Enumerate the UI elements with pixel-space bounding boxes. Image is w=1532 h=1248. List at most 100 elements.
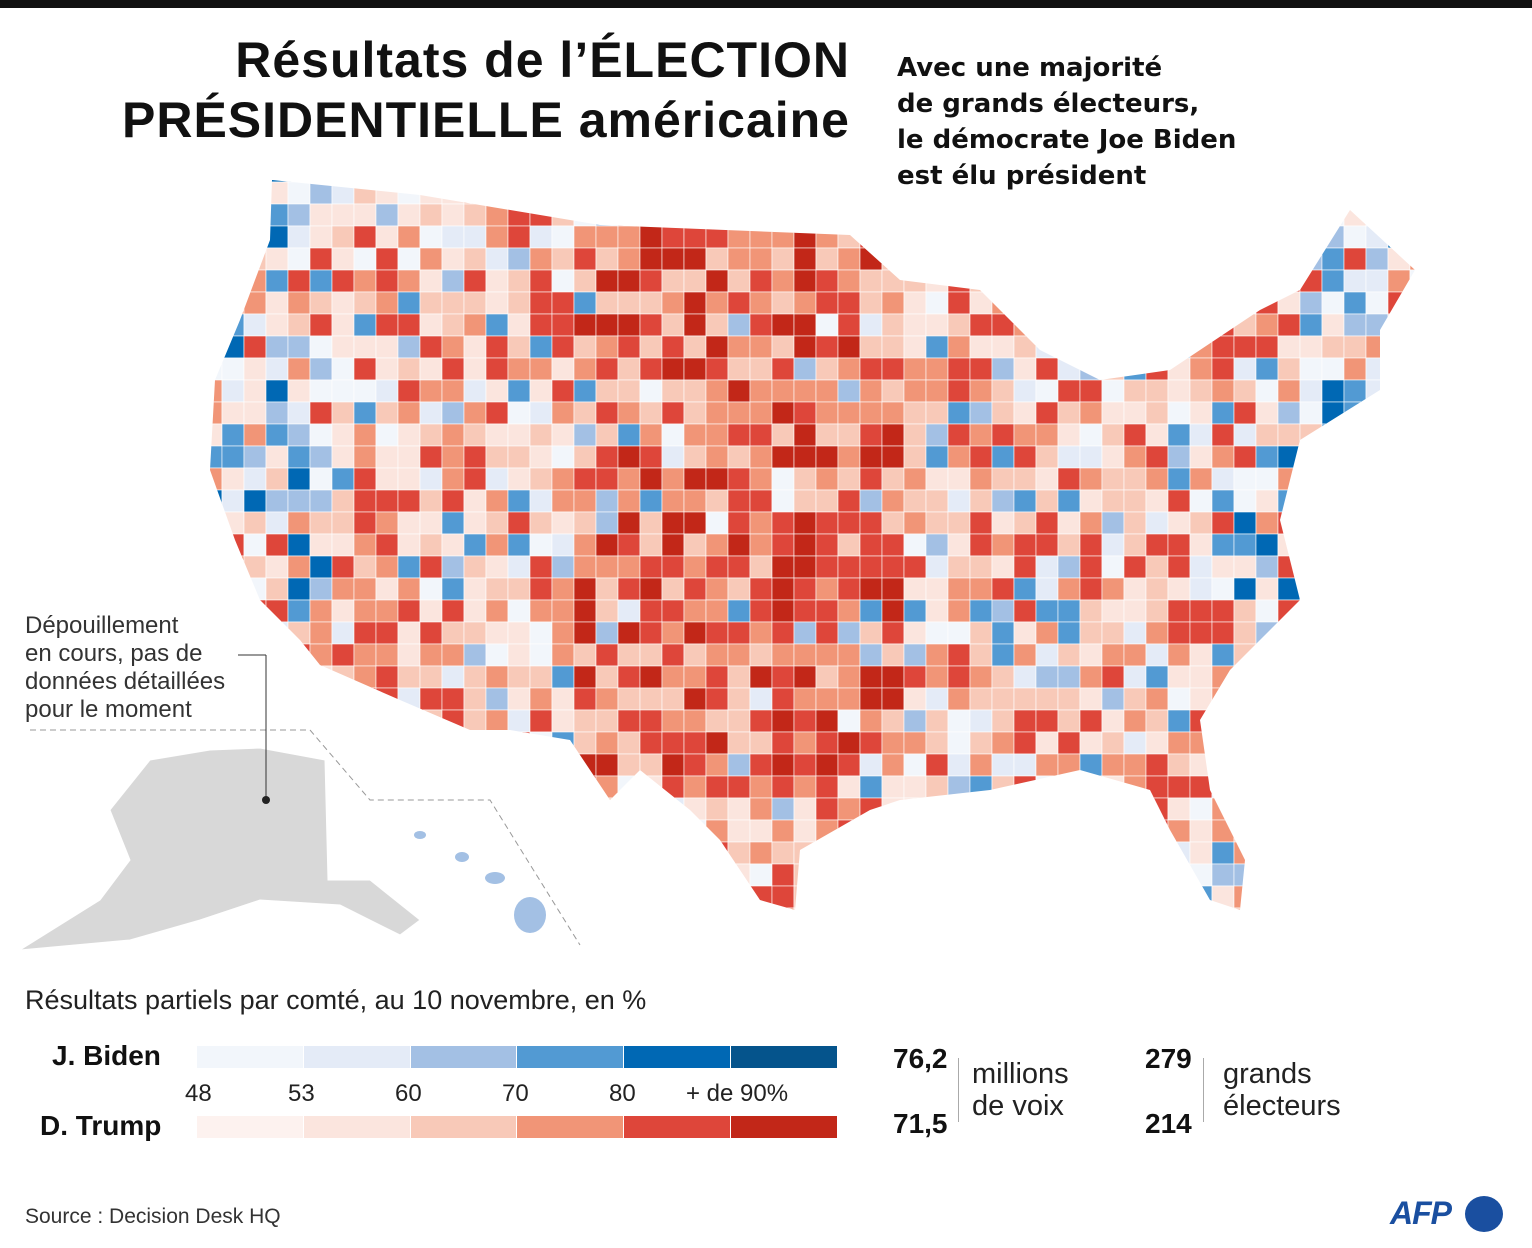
county-cell <box>397 863 421 887</box>
county-cell <box>793 467 817 491</box>
county-cell <box>595 379 619 403</box>
county-cell <box>1343 533 1367 557</box>
county-cell <box>837 775 861 799</box>
county-cell <box>617 907 641 910</box>
county-cell <box>617 643 641 667</box>
county-cell <box>1057 643 1081 667</box>
county-cell <box>397 665 421 689</box>
county-cell <box>1343 797 1367 821</box>
county-cell <box>463 687 487 711</box>
county-cell <box>1013 753 1037 777</box>
county-cell <box>1387 599 1411 623</box>
county-cell <box>771 379 795 403</box>
county-cell <box>1167 181 1191 205</box>
county-cell <box>1102 930 1124 952</box>
county-cell <box>1321 709 1345 733</box>
county-cell <box>397 291 421 315</box>
county-cell <box>529 511 553 535</box>
county-cell <box>331 687 355 711</box>
county-cell <box>1299 511 1323 535</box>
county-cell <box>1145 643 1169 667</box>
county-cell <box>1321 467 1345 491</box>
alaska-shape <box>19 747 421 951</box>
county-cell <box>881 511 905 535</box>
county-cell <box>903 467 927 491</box>
county-cell <box>727 247 751 271</box>
county-cell <box>728 930 750 952</box>
county-cell <box>1189 291 1213 315</box>
county-cell <box>881 489 905 513</box>
county-cell <box>925 775 949 799</box>
county-cell <box>463 665 487 689</box>
county-cell <box>1101 335 1125 359</box>
county-cell <box>1057 379 1081 403</box>
county-cell <box>419 247 443 271</box>
county-cell <box>639 225 663 249</box>
county-cell <box>1013 335 1037 359</box>
county-cell <box>419 599 443 623</box>
county-cell <box>331 599 355 623</box>
county-cell <box>683 489 707 513</box>
county-cell <box>969 335 993 359</box>
county-cell <box>1014 930 1036 952</box>
county-cell <box>925 379 949 403</box>
county-cell <box>210 467 223 491</box>
county-cell <box>1167 797 1191 821</box>
county-cell <box>507 401 531 425</box>
county-cell <box>596 952 618 960</box>
county-cell <box>1277 753 1301 777</box>
county-cell <box>1101 379 1125 403</box>
county-cell <box>1343 467 1367 491</box>
county-cell <box>485 511 509 535</box>
county-cell <box>1233 753 1257 777</box>
county-cell <box>464 952 486 960</box>
county-cell <box>727 665 751 689</box>
divider <box>1203 1058 1204 1122</box>
county-cell <box>419 577 443 601</box>
county-cell <box>816 952 838 960</box>
county-cell <box>793 203 817 227</box>
county-cell <box>397 247 421 271</box>
county-cell <box>1145 577 1169 601</box>
county-cell <box>441 533 465 557</box>
county-cell <box>749 841 773 865</box>
county-cell <box>1079 203 1103 227</box>
county-cell <box>815 511 839 535</box>
county-cell <box>1277 841 1301 865</box>
county-cell <box>419 665 443 689</box>
county-cell <box>309 907 333 910</box>
county-cell <box>1035 489 1059 513</box>
county-cell <box>1409 423 1415 447</box>
county-cell <box>485 797 509 821</box>
county-cell <box>1101 577 1125 601</box>
county-cell <box>309 555 333 579</box>
county-cell <box>221 379 245 403</box>
county-cell <box>925 291 949 315</box>
county-cell <box>1167 643 1191 667</box>
county-cell <box>661 401 685 425</box>
county-cell <box>860 952 882 960</box>
county-cell <box>1343 687 1367 711</box>
county-cell <box>353 731 377 755</box>
county-cell <box>1035 577 1059 601</box>
county-cell <box>969 577 993 601</box>
county-cell <box>1277 467 1301 491</box>
county-cell <box>837 885 861 909</box>
county-cell <box>1057 577 1081 601</box>
county-cell <box>903 885 927 909</box>
county-cell <box>397 225 421 249</box>
county-cell <box>793 269 817 293</box>
county-cell <box>529 291 553 315</box>
county-cell <box>1079 621 1103 645</box>
county-cell <box>551 313 575 337</box>
county-cell <box>1255 489 1279 513</box>
county-cell <box>1409 291 1415 315</box>
county-cell <box>991 489 1015 513</box>
county-cell <box>441 709 465 733</box>
county-cell <box>1101 555 1125 579</box>
county-cell <box>969 445 993 469</box>
county-cell <box>353 357 377 381</box>
county-cell <box>661 577 685 601</box>
county-cell <box>1035 885 1059 909</box>
county-cell <box>419 335 443 359</box>
